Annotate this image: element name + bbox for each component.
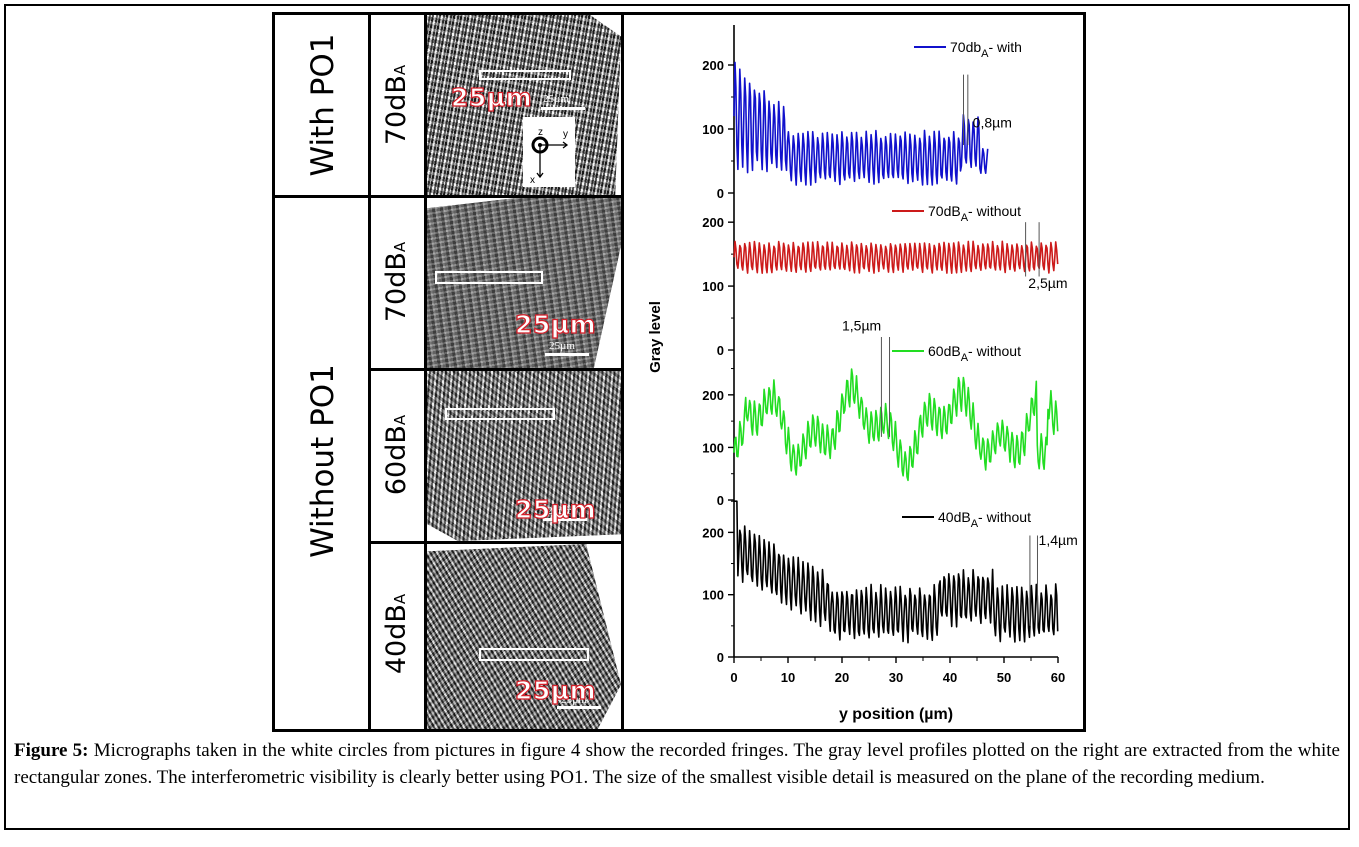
x-tick-label: 30	[889, 670, 903, 685]
series-panel: 0 100 200 70dBA- without 2,5µm	[702, 203, 1067, 358]
figure-frame	[4, 4, 1350, 830]
column-divider	[621, 15, 624, 729]
profile-zone	[435, 271, 543, 284]
micrograph-70dba-without: 25µm 25µm	[427, 198, 621, 368]
axes-glyph: z y x	[523, 117, 575, 187]
scale-bar	[545, 353, 589, 356]
axis-y-label: y	[563, 129, 568, 140]
micrograph-60dba-without: 25µm 25µm	[427, 371, 621, 541]
scale-bar-label: 25µm	[543, 93, 569, 105]
y-tick-label: 100	[702, 440, 724, 455]
micrograph-70dba-with: 25µm 25µm z y x	[427, 15, 621, 195]
y-tick-label: 200	[702, 388, 724, 403]
y-tick-label: 0	[717, 186, 724, 201]
micrograph-40dba-without: 25µm 25µm	[427, 544, 621, 729]
y-tick-label: 100	[702, 588, 724, 603]
scale-bar-label: 25µm	[547, 505, 573, 517]
series-panel: 0 100 200 60dBA- without 1,5µm	[702, 318, 1059, 508]
level-label-row-1: 70dBA	[381, 64, 412, 146]
y-tick-label: 100	[702, 279, 724, 294]
legend-label: 40dBA- without	[938, 509, 1031, 530]
detail-size-label: 1,5µm	[842, 318, 881, 334]
group-label-without-po1: Without PO1	[305, 364, 341, 558]
gray-level-chart: Gray level y position (µm) 0 10 20 30 40 50 60…	[647, 25, 1078, 723]
row-divider	[368, 541, 621, 544]
caption-label: Figure 5:	[14, 740, 89, 761]
x-axis-label: y position (µm)	[839, 706, 953, 723]
level-label-row-4: 40dBA	[381, 593, 412, 675]
x-tick-label: 20	[835, 670, 849, 685]
axis-x-label: x	[530, 175, 535, 186]
scale-label: 25µm	[514, 309, 597, 339]
series-line	[733, 61, 989, 186]
figure-panel: With PO1 Without PO1 70dBA 70dBA 60dBA 4…	[272, 12, 1086, 732]
scale-label: 25µm	[514, 494, 597, 524]
scale-label: 25µm	[514, 675, 597, 705]
y-tick-label: 0	[717, 343, 724, 358]
scale-bar	[543, 518, 587, 521]
x-tick-label: 60	[1051, 670, 1065, 685]
row-divider	[275, 195, 621, 198]
y-tick-label: 200	[702, 58, 724, 73]
x-tick-label: 0	[730, 670, 737, 685]
series-panel: 0 100 200 40dBA- without 1,4µm	[702, 500, 1078, 665]
profile-zone	[445, 408, 555, 420]
scale-label: 25µm	[450, 82, 533, 112]
detail-size-label: 1,4µm	[1039, 532, 1078, 548]
series-line	[733, 368, 1059, 482]
column-divider	[368, 15, 371, 729]
series-panel: 0 100 200 70dbA- with 0,8µm	[702, 39, 1022, 201]
legend-label: 70dBA- without	[928, 203, 1021, 224]
scale-bar-label: 25µm	[549, 340, 575, 352]
level-label-row-2: 70dBA	[381, 241, 412, 323]
axis-z-label: z	[538, 127, 543, 138]
group-label-with-po1: With PO1	[305, 33, 341, 177]
profile-zone	[479, 648, 589, 661]
profile-zone	[479, 70, 571, 80]
y-tick-label: 0	[717, 493, 724, 508]
scale-bar	[541, 107, 585, 110]
y-tick-label: 100	[702, 122, 724, 137]
row-divider	[368, 368, 621, 371]
x-tick-label: 10	[781, 670, 795, 685]
series-line	[733, 240, 1059, 274]
series-line	[734, 500, 1059, 644]
y-tick-label: 0	[717, 650, 724, 665]
x-tick-label: 50	[997, 670, 1011, 685]
y-tick-label: 200	[702, 215, 724, 230]
caption-text: Micrographs taken in the white circles f…	[14, 740, 1340, 788]
scale-bar-label: 25µm	[561, 694, 587, 706]
column-divider	[424, 15, 427, 729]
detail-size-label: 2,5µm	[1028, 275, 1067, 291]
detail-size-label: 0,8µm	[973, 115, 1012, 131]
level-label-row-3: 60dBA	[381, 414, 412, 496]
legend-label: 70dbA- with	[950, 39, 1022, 60]
y-tick-label: 200	[702, 525, 724, 540]
scale-bar	[557, 706, 601, 709]
y-axis-label: Gray level	[647, 301, 664, 373]
figure-caption: Figure 5: Micrographs taken in the white…	[14, 737, 1340, 791]
legend-label: 60dBA- without	[928, 343, 1021, 364]
x-tick-label: 40	[943, 670, 957, 685]
